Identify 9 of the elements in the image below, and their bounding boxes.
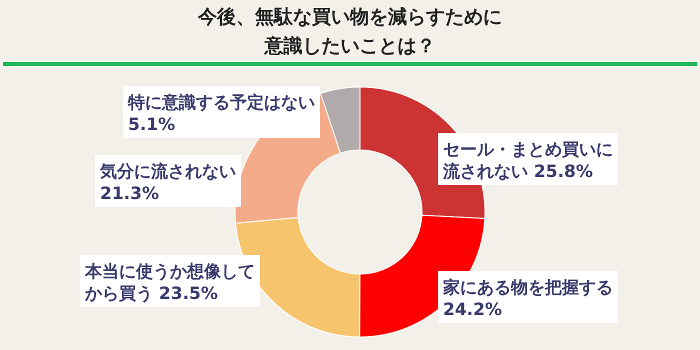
data-label: 24.2% [443, 300, 502, 320]
slice-label: 本当に使うか想像してから買う 23.5% [84, 262, 255, 304]
data-label: 5.1% [128, 115, 176, 135]
slice-label: 家にある物を把握する [442, 278, 613, 298]
slice-label: 特に意識する予定はない [127, 93, 315, 113]
slice-label: セール・まとめ買いに流されない 25.8% [442, 140, 613, 182]
chart-title: 今後、無駄な買い物を減らすために意識したいことは？ [197, 6, 502, 57]
data-label: 21.3% [100, 184, 159, 204]
slice-label: 気分に流されない [99, 162, 236, 182]
